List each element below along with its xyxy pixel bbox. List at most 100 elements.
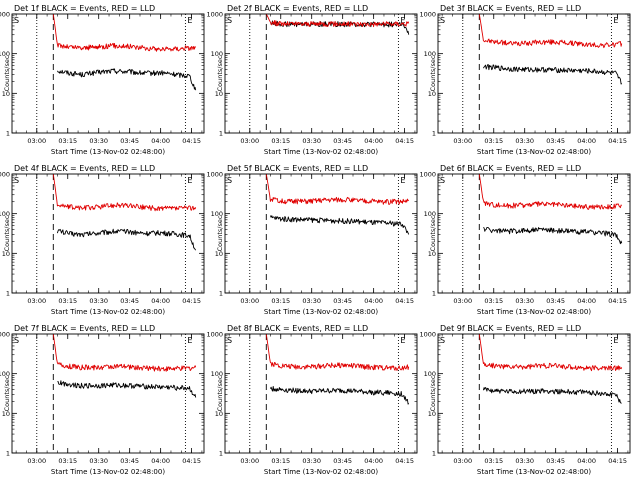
x-tick-label: 03:30	[515, 297, 534, 305]
chart-panel-8: Det 8f BLACK = Events, RED = LLD Counts/s…	[206, 324, 418, 476]
lld-series-line	[265, 173, 409, 205]
events-series-line	[57, 68, 197, 91]
y-tick-label: 1	[219, 290, 223, 298]
chart-panel-5: Det 5f BLACK = Events, RED = LLD Counts/s…	[206, 164, 418, 316]
y-axis-label: Counts/sec	[216, 375, 224, 411]
x-tick-label: 03:00	[27, 137, 46, 145]
x-tick-label: 03:45	[120, 457, 139, 465]
y-tick-label: 100	[211, 210, 223, 218]
start-marker-label: S	[227, 176, 232, 185]
start-marker-label: S	[14, 16, 19, 25]
x-tick-label: 03:15	[271, 297, 290, 305]
y-tick-label: 1000	[0, 331, 10, 339]
x-tick-label: 04:15	[608, 137, 627, 145]
chart-title: Det 3f BLACK = Events, RED = LLD	[440, 4, 581, 13]
x-tick-label: 03:00	[453, 457, 472, 465]
x-tick-label: 04:15	[182, 137, 201, 145]
y-tick-label: 100	[424, 50, 436, 58]
plot-frame	[437, 13, 631, 134]
x-axis-label: Start Time (13-Nov-02 02:48:00)	[477, 468, 591, 476]
x-axis-label: Start Time (13-Nov-02 02:48:00)	[51, 148, 165, 156]
x-tick-label: 03:15	[58, 137, 77, 145]
y-tick-label: 1	[6, 290, 10, 298]
x-tick-label: 04:00	[151, 297, 170, 305]
x-tick-label: 03:45	[546, 137, 565, 145]
x-tick-label: 04:00	[364, 297, 383, 305]
x-tick-label: 03:15	[271, 137, 290, 145]
end-marker-label: E	[187, 16, 192, 25]
end-marker-label: E	[613, 336, 618, 345]
y-tick-label: 1000	[419, 171, 436, 179]
x-tick-label: 03:30	[515, 137, 534, 145]
x-tick-label: 03:30	[515, 457, 534, 465]
y-tick-label: 10	[428, 250, 436, 258]
x-axis-label: Start Time (13-Nov-02 02:48:00)	[51, 468, 165, 476]
chart-panel-6: Det 6f BLACK = Events, RED = LLD Counts/s…	[419, 164, 631, 316]
x-tick-label: 03:00	[27, 457, 46, 465]
y-tick-label: 10	[428, 90, 436, 98]
chart-panel-1: Det 1f BLACK = Events, RED = LLD Counts/s…	[0, 4, 205, 156]
x-tick-label: 03:45	[333, 297, 352, 305]
y-axis-label: Counts/sec	[216, 215, 224, 251]
x-tick-label: 04:15	[395, 297, 414, 305]
y-tick-label: 1000	[419, 11, 436, 19]
chart-panel-3: Det 3f BLACK = Events, RED = LLD Counts/s…	[419, 4, 631, 156]
end-marker-label: E	[400, 16, 405, 25]
chart-title: Det 4f BLACK = Events, RED = LLD	[14, 164, 155, 173]
y-tick-label: 100	[0, 50, 10, 58]
x-tick-label: 03:30	[89, 457, 108, 465]
x-tick-label: 03:45	[120, 297, 139, 305]
lld-series-line	[265, 333, 410, 371]
y-tick-label: 10	[215, 90, 223, 98]
y-axis-label: Counts/sec	[429, 55, 437, 91]
y-tick-label: 100	[211, 370, 223, 378]
chart-panel-7: Det 7f BLACK = Events, RED = LLD Counts/s…	[0, 324, 205, 476]
y-tick-label: 100	[0, 210, 10, 218]
events-series-line	[482, 387, 622, 404]
x-tick-label: 03:30	[302, 297, 321, 305]
x-axis-label: Start Time (13-Nov-02 02:48:00)	[477, 308, 591, 316]
plot-frame	[224, 173, 418, 294]
plot-frame	[11, 13, 205, 134]
chart-panel-2: Det 2f BLACK = Events, RED = LLD Counts/s…	[206, 4, 418, 156]
x-tick-label: 04:00	[577, 297, 596, 305]
y-tick-label: 100	[0, 370, 10, 378]
y-tick-label: 10	[2, 250, 10, 258]
y-tick-label: 1	[6, 450, 10, 458]
y-tick-label: 10	[428, 410, 436, 418]
x-tick-label: 03:30	[302, 137, 321, 145]
start-marker-label: S	[14, 336, 19, 345]
y-tick-label: 10	[2, 410, 10, 418]
chart-panel-4: Det 4f BLACK = Events, RED = LLD Counts/s…	[0, 164, 205, 316]
y-axis-label: Counts/sec	[3, 375, 11, 411]
y-tick-label: 100	[424, 370, 436, 378]
y-axis-label: Counts/sec	[429, 375, 437, 411]
y-tick-label: 1	[219, 130, 223, 138]
end-marker-label: E	[187, 176, 192, 185]
y-tick-label: 1000	[206, 331, 223, 339]
events-series-line	[269, 386, 410, 405]
events-series-line	[483, 64, 623, 85]
x-tick-label: 04:00	[151, 137, 170, 145]
y-tick-label: 1	[432, 130, 436, 138]
lld-series-line	[478, 173, 623, 210]
x-tick-label: 03:15	[271, 457, 290, 465]
y-tick-label: 1000	[206, 171, 223, 179]
y-tick-label: 10	[2, 90, 10, 98]
lld-series-line	[52, 333, 197, 372]
x-tick-label: 03:45	[546, 457, 565, 465]
chart-title: Det 2f BLACK = Events, RED = LLD	[227, 4, 368, 13]
start-marker-label: S	[440, 176, 445, 185]
x-tick-label: 04:00	[364, 457, 383, 465]
y-axis-label: Counts/sec	[429, 215, 437, 251]
x-tick-label: 03:30	[89, 137, 108, 145]
y-tick-label: 1000	[0, 171, 10, 179]
x-tick-label: 03:15	[58, 297, 77, 305]
events-series-line	[483, 227, 623, 245]
x-axis-label: Start Time (13-Nov-02 02:48:00)	[264, 468, 378, 476]
y-tick-label: 1000	[206, 11, 223, 19]
events-series-line	[269, 215, 410, 235]
x-tick-label: 03:15	[484, 297, 503, 305]
y-tick-label: 100	[211, 50, 223, 58]
